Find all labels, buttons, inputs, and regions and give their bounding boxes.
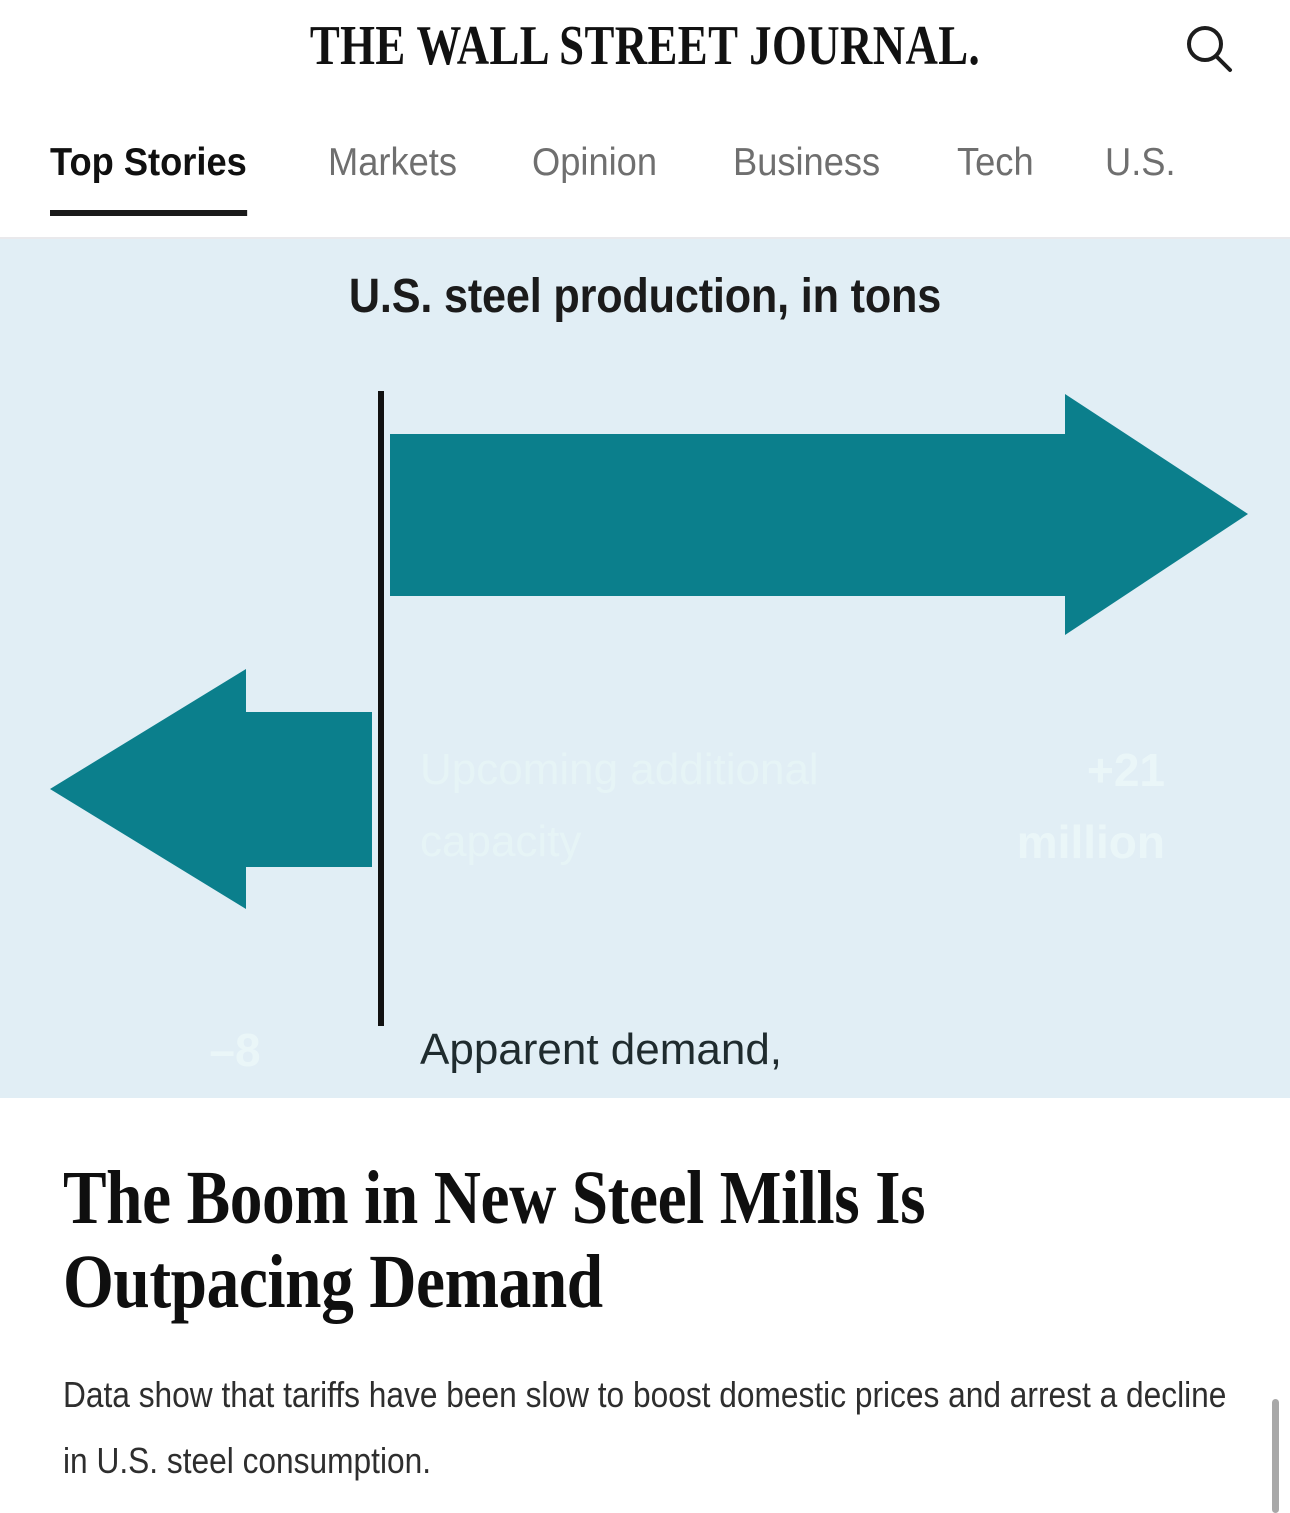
tab-top-stories[interactable]: Top Stories <box>50 108 247 216</box>
tab-opinion[interactable]: Opinion <box>532 108 657 188</box>
page-scrollbar-thumb[interactable] <box>1272 1399 1279 1513</box>
chart-label-capacity: Upcoming additional capacity <box>420 745 819 866</box>
search-icon <box>1180 20 1240 80</box>
steel-production-chart[interactable]: U.S. steel production, in tons Upcoming … <box>0 239 1290 1098</box>
chart-graphic <box>0 239 1290 1098</box>
headline-line-1: The Boom in New Steel Mills Is <box>63 1156 926 1240</box>
tab-business[interactable]: Business <box>733 108 880 188</box>
wsj-logo[interactable]: THE WALL STREET JOURNAL. <box>309 15 981 77</box>
chart-value-capacity: +21 million <box>1016 744 1165 868</box>
chart-title: U.S. steel production, in tons <box>348 270 942 323</box>
tab-us[interactable]: U.S. <box>1105 108 1176 188</box>
arrow-capacity-right <box>390 394 1248 635</box>
nav-scroller[interactable]: Top Stories Markets Opinion Business Tec… <box>50 108 1181 237</box>
tab-label: U.S. <box>1105 141 1176 184</box>
tab-label: Business <box>732 141 880 184</box>
baseline-rule <box>378 391 384 1026</box>
tab-label: Top Stories <box>50 141 247 184</box>
article-headline[interactable]: The Boom in New Steel Mills Is Outpacing… <box>63 1156 1190 1324</box>
tab-markets[interactable]: Markets <box>328 108 457 188</box>
tab-label: Tech <box>957 141 1034 184</box>
section-nav[interactable]: Top Stories Markets Opinion Business Tec… <box>0 108 1290 239</box>
masthead: THE WALL STREET JOURNAL. <box>0 0 1290 108</box>
article-dek: Data show that tariffs have been slow to… <box>63 1374 1227 1481</box>
tab-label: Opinion <box>532 141 658 184</box>
tab-tech[interactable]: Tech <box>957 108 1034 188</box>
tab-label: Markets <box>327 141 457 184</box>
search-button[interactable] <box>1178 18 1242 82</box>
arrow-demand-left <box>50 669 372 909</box>
page-scrollbar-track[interactable] <box>1272 0 1280 1513</box>
chart-label-demand: Apparent demand, 2015 to 2024 <box>420 1025 783 1098</box>
headline-line-2: Outpacing Demand <box>63 1240 603 1324</box>
chart-value-demand: –8 million <box>161 1024 309 1098</box>
article-teaser[interactable]: The Boom in New Steel Mills Is Outpacing… <box>0 1098 1290 1494</box>
